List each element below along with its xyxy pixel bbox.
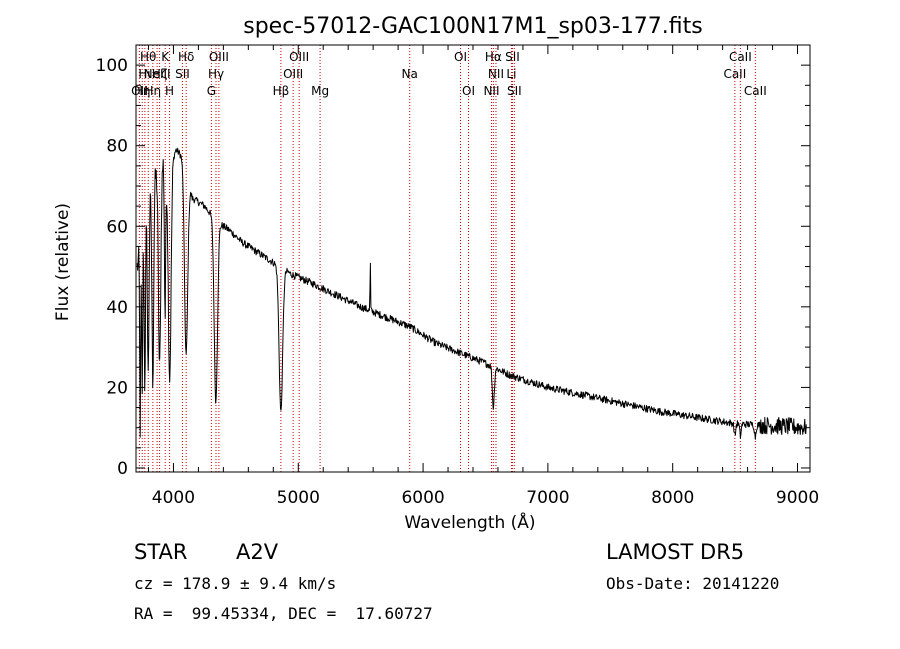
line-label-hη: Hη: [134, 84, 151, 98]
x-axis-ticks: 4000 5000 6000 7000 8000 9000: [147, 45, 819, 508]
plot-frame: [135, 44, 811, 473]
x-tick-label: 4000: [152, 488, 195, 508]
line-label-mg: Mg: [311, 84, 329, 98]
observation-date: Obs-Date: 20141220: [606, 574, 780, 593]
line-label-oiii: OIII: [209, 50, 229, 64]
x-axis-label: Wavelength (Å): [404, 511, 535, 533]
line-label-hδ: Hδ: [178, 50, 194, 64]
line-label-hι: Hι: [138, 67, 151, 81]
object-subclass: A2V: [236, 540, 279, 564]
line-label-sii: SII: [505, 50, 520, 64]
y-tick-label: 60: [106, 217, 128, 237]
y-axis-label: Flux (relative): [53, 203, 73, 321]
spectral-line-markers: [138, 45, 756, 472]
line-label-oi: OI: [454, 50, 467, 64]
x-tick-label: 5000: [277, 488, 320, 508]
chart-title: spec-57012-GAC100N17M1_sp03-177.fits: [243, 14, 703, 39]
line-label-caii: CaII: [744, 84, 767, 98]
line-label-hγ: Hγ: [208, 67, 224, 81]
line-label-h: H: [165, 84, 174, 98]
line-label-hζ: Hζ: [152, 67, 168, 81]
line-label-hβ: Hβ: [273, 84, 290, 98]
spectral-line-labels: OIIHηHιHθHηNeIIIHζKHSIIHδGHγOIIIHβOIIIOI…: [131, 50, 767, 98]
line-label-sii: SII: [507, 84, 522, 98]
line-label-oi: OI: [462, 84, 475, 98]
line-label-li: Li: [506, 67, 516, 81]
redshift-velocity: cz = 178.9 ± 9.4 km/s: [134, 574, 337, 593]
line-label-k: K: [161, 50, 170, 64]
spectrum-line: [136, 147, 807, 440]
y-axis-ticks: 0 20 40 60 80 100: [96, 56, 810, 479]
y-tick-label: 20: [106, 378, 128, 398]
line-label-oiii: OIII: [289, 50, 309, 64]
x-tick-label: 9000: [776, 488, 819, 508]
line-label-g: G: [207, 84, 216, 98]
y-tick-label: 80: [106, 137, 128, 157]
sky-coordinates: RA = 99.45334, DEC = 17.60727: [134, 604, 433, 623]
line-label-caii: CaII: [723, 67, 746, 81]
line-label-neiii: NeIII: [144, 67, 171, 81]
line-label-sii: SII: [175, 67, 190, 81]
y-tick-label: 40: [106, 298, 128, 318]
line-label-oiii: OIII: [283, 67, 303, 81]
line-label-nii: NII: [483, 84, 499, 98]
y-tick-label: 100: [96, 56, 128, 76]
x-tick-label: 6000: [401, 488, 444, 508]
x-tick-label: 7000: [526, 488, 569, 508]
line-label-hθ: Hθ: [140, 50, 156, 64]
line-label-oii: OII: [131, 84, 148, 98]
line-label-caii: CaII: [729, 50, 752, 64]
survey-name: LAMOST DR5: [606, 540, 745, 564]
object-class: STAR: [134, 540, 188, 564]
x-tick-label: 8000: [651, 488, 694, 508]
line-label-hη: Hη: [145, 84, 162, 98]
line-label-na: Na: [402, 67, 418, 81]
line-label-nii: NII: [488, 67, 504, 81]
y-tick-label: 0: [117, 459, 128, 479]
line-label-hα: Hα: [485, 50, 502, 64]
